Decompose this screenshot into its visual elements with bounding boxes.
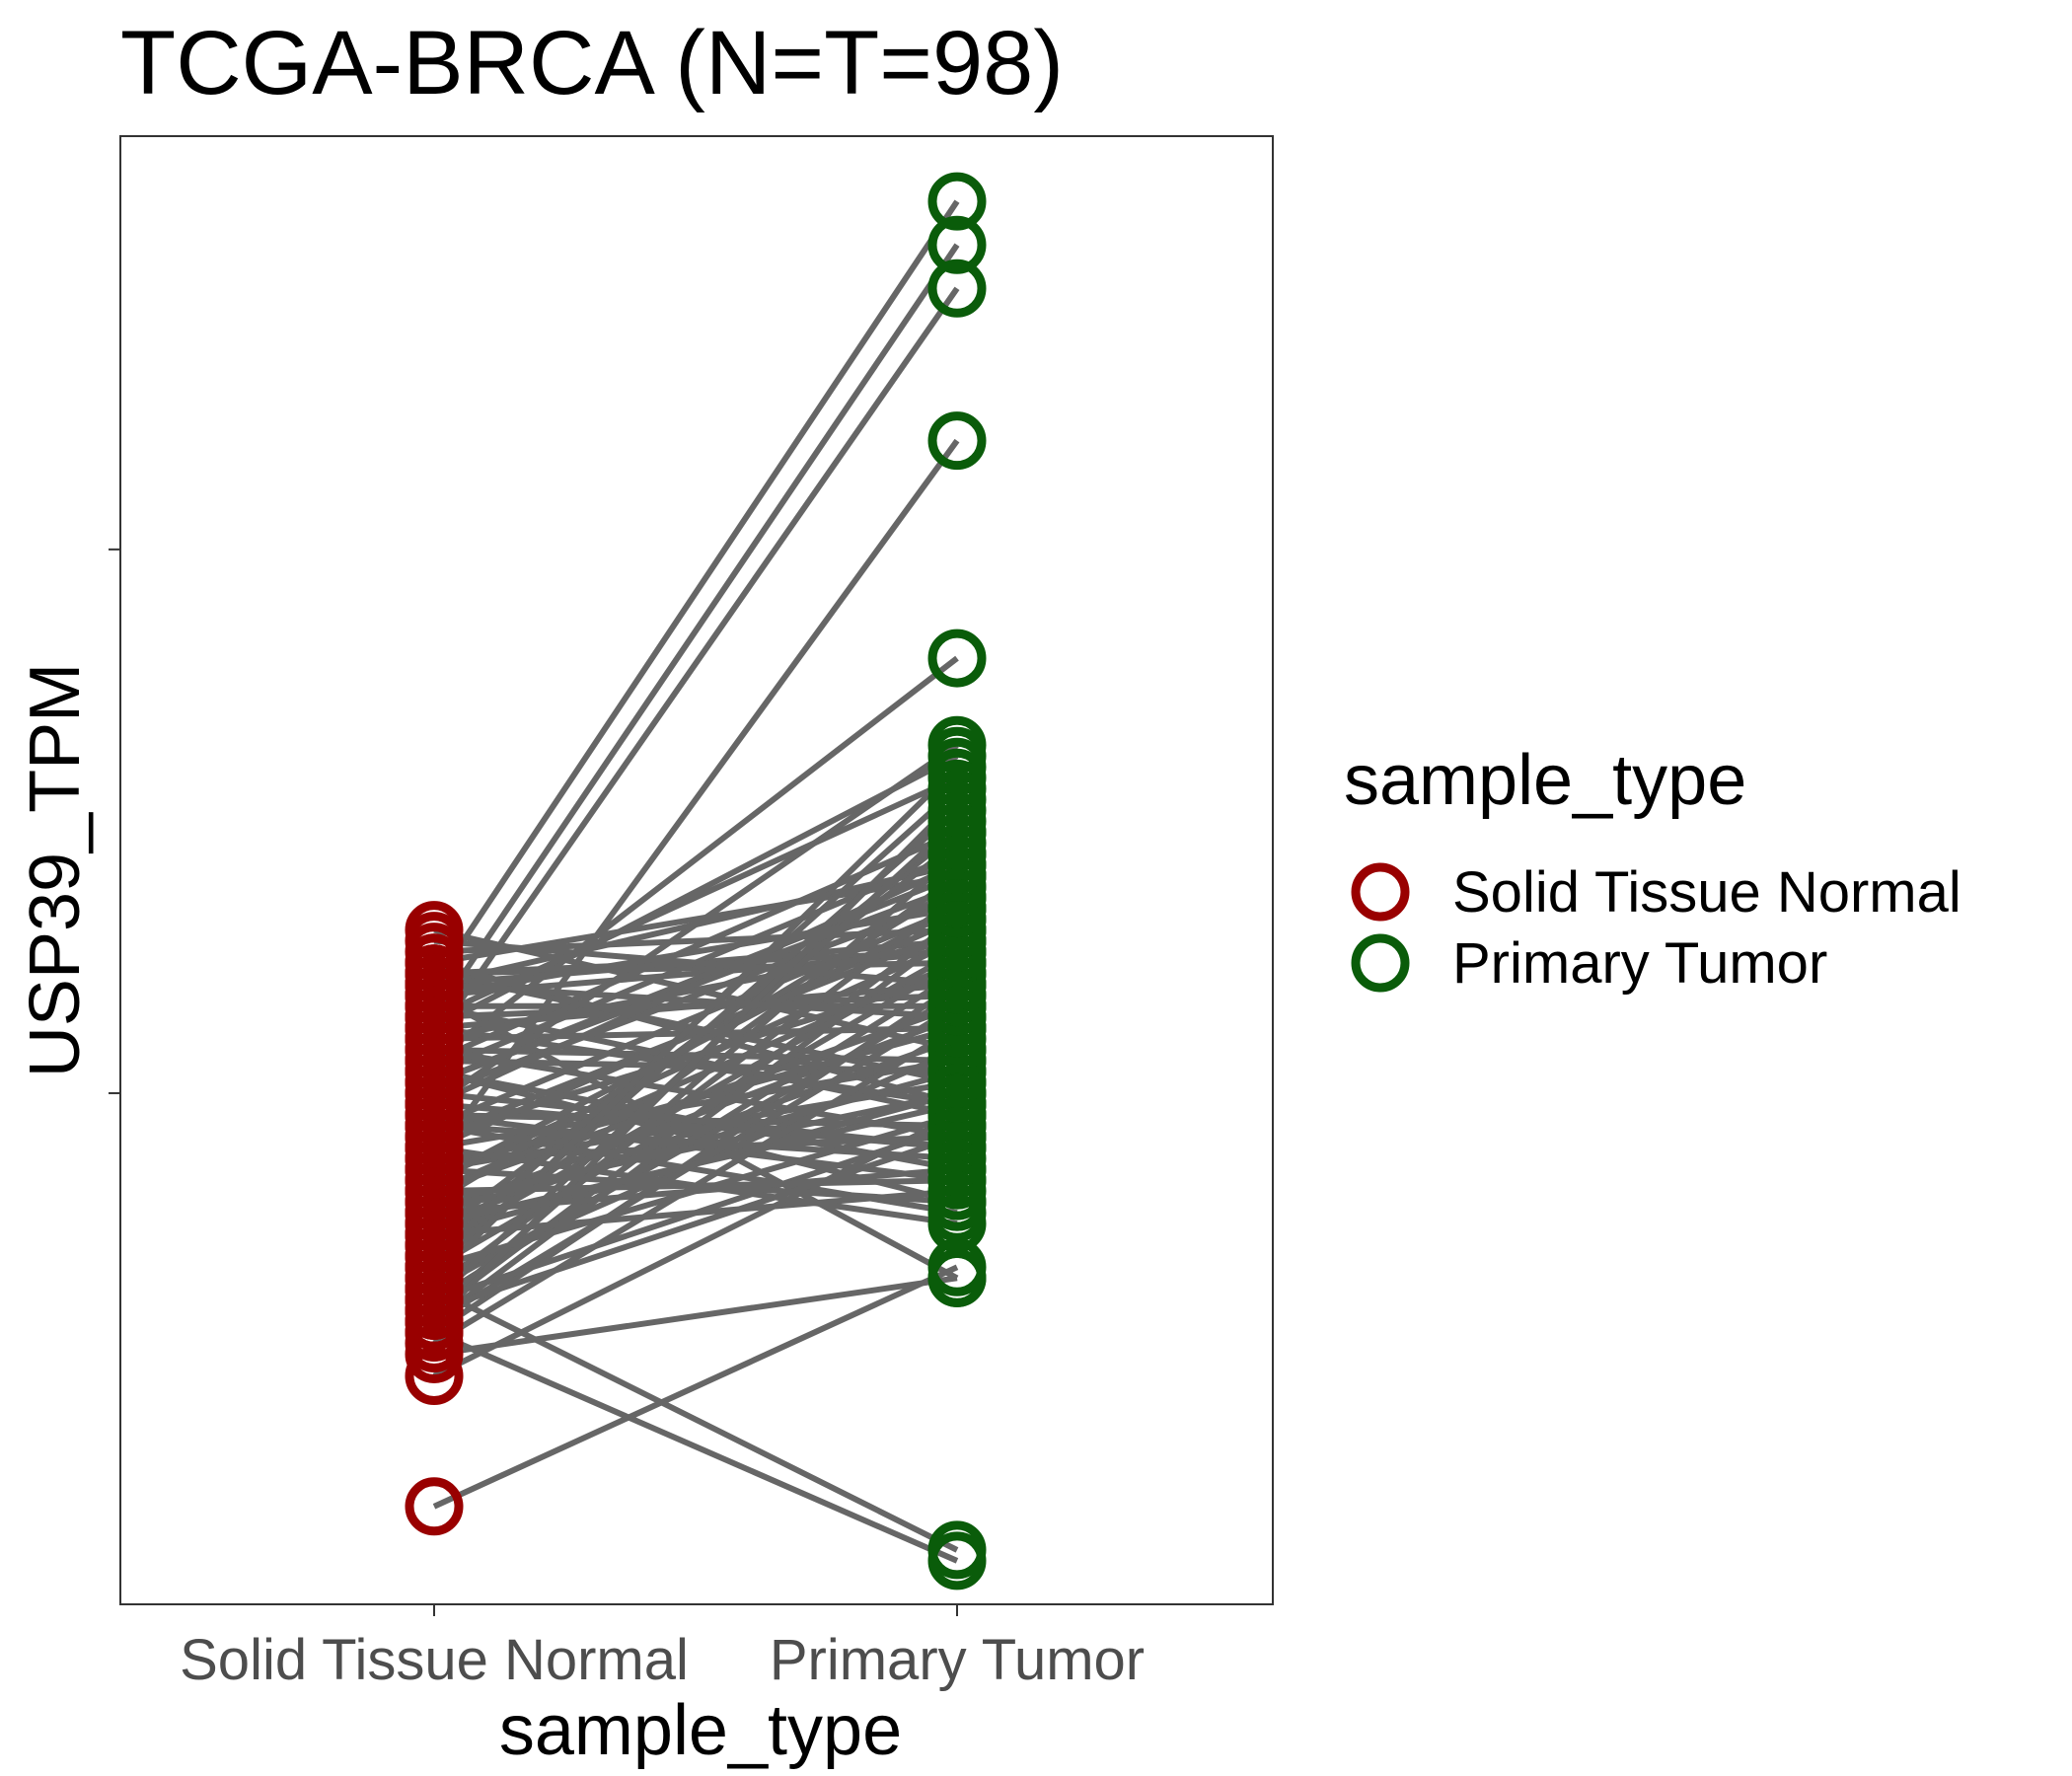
normal-point <box>405 1161 464 1221</box>
tumor-point <box>927 802 987 861</box>
tumor-point <box>927 411 987 471</box>
x-tick-label: Solid Tissue Normal <box>180 1628 689 1692</box>
normal-point <box>405 1140 464 1199</box>
tumor-points <box>927 172 987 1591</box>
pair-line <box>431 243 960 1019</box>
pair-line <box>432 982 959 1335</box>
pair-line <box>433 970 958 1140</box>
pair-line <box>432 1286 959 1553</box>
pair-lines <box>431 199 960 1564</box>
tumor-point <box>927 879 987 938</box>
tumor-point <box>927 1248 987 1307</box>
tumor-point <box>927 955 987 1014</box>
tumor-point <box>927 1194 987 1253</box>
pair-line <box>433 937 958 1042</box>
pair-line <box>433 905 958 999</box>
tumor-point <box>927 770 987 829</box>
pair-line <box>433 937 958 988</box>
normal-point <box>405 1053 464 1112</box>
legend-label: Solid Tissue Normal <box>1452 860 1961 925</box>
plot-panel <box>119 135 1274 1605</box>
pair-line <box>433 1024 958 1107</box>
normal-point <box>405 1477 464 1536</box>
x-axis-title: sample_type <box>499 1691 902 1770</box>
tumor-point <box>927 1064 987 1123</box>
pair-line <box>431 286 960 1041</box>
pair-line <box>433 1166 958 1217</box>
normal-point <box>405 1183 464 1242</box>
normal-point <box>405 1009 464 1069</box>
normal-point <box>405 988 464 1047</box>
pair-line <box>433 1090 958 1206</box>
tumor-point <box>927 172 987 231</box>
pair-line <box>432 1025 959 1347</box>
tumor-point <box>927 1150 987 1210</box>
tumor-point <box>927 835 987 894</box>
pair-line <box>432 917 959 1313</box>
legend-label: Primary Tumor <box>1452 931 1827 996</box>
pair-line <box>432 1264 959 1510</box>
pair-line <box>433 1275 958 1358</box>
x-tick-label: Primary Tumor <box>770 1628 1145 1692</box>
normal-point <box>405 1205 464 1264</box>
pair-line <box>433 1134 958 1314</box>
normal-point <box>405 912 464 971</box>
normal-point <box>405 1118 464 1177</box>
normal-point <box>405 1313 464 1372</box>
pair-line <box>431 765 960 1281</box>
tumor-point <box>927 1129 987 1188</box>
pair-line <box>431 199 960 987</box>
normal-point <box>405 1096 464 1155</box>
pair-line <box>432 927 959 1324</box>
normal-point <box>405 1270 464 1329</box>
tumor-point <box>927 715 987 775</box>
tumor-point <box>927 901 987 960</box>
pair-line <box>432 775 959 1020</box>
legend-key <box>1351 862 1410 922</box>
tumor-point <box>927 259 987 318</box>
y-axis <box>109 548 120 1094</box>
legend-key <box>1351 933 1410 993</box>
tumor-point <box>927 748 987 807</box>
tumor-point <box>927 629 987 688</box>
normal-point <box>405 1237 464 1296</box>
legend-title: sample_type <box>1344 741 1746 820</box>
normal-point <box>405 955 464 1014</box>
chart-title: TCGA-BRCA (N=T=98) <box>120 13 1064 113</box>
tumor-point <box>927 215 987 274</box>
x-axis: Solid Tissue Normal Primary Tumor <box>180 1604 1145 1692</box>
tumor-point <box>927 1172 987 1231</box>
tumor-point <box>927 1042 987 1101</box>
pair-line <box>433 981 958 1020</box>
normal-points <box>405 901 464 1536</box>
pair-line <box>432 905 959 1183</box>
normal-point <box>405 1347 464 1406</box>
tumor-point <box>927 999 987 1058</box>
pair-line <box>432 883 959 1085</box>
y-axis-title: USP39_TPM <box>16 663 95 1077</box>
pair-line <box>432 1329 959 1564</box>
pair-line <box>431 797 960 1324</box>
pair-line <box>433 1123 958 1162</box>
tumor-point <box>927 1520 987 1580</box>
tumor-point <box>927 857 987 917</box>
normal-point <box>405 1031 464 1090</box>
normal-point <box>405 1074 464 1134</box>
